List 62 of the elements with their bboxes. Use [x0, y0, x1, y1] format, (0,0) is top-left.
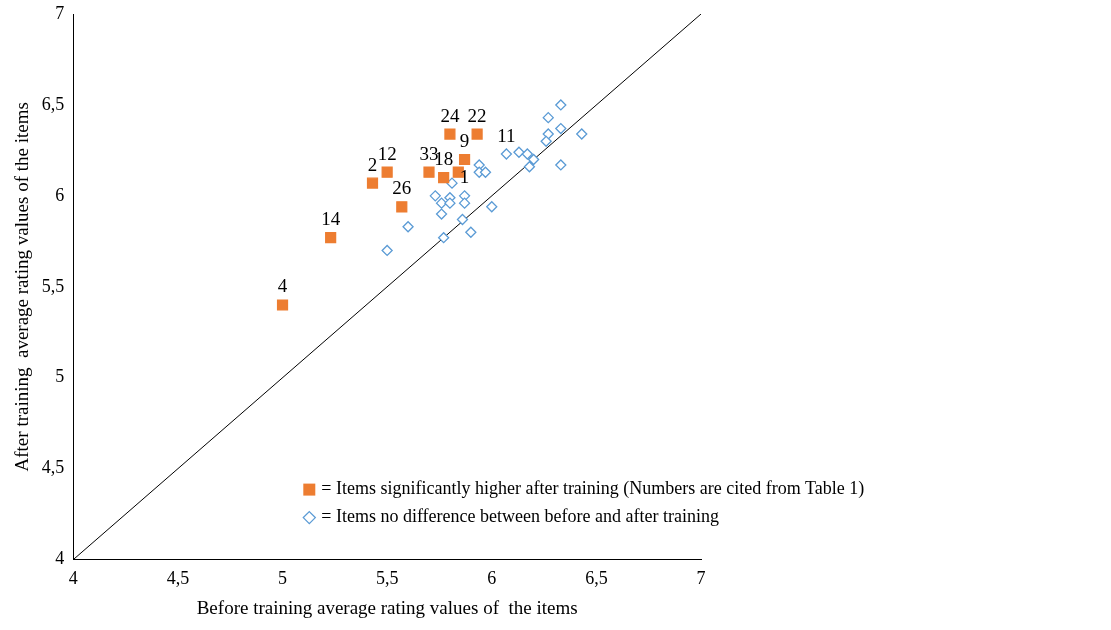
- point: [471, 128, 483, 140]
- y-tick-label: 7: [55, 2, 65, 23]
- annotation: 12: [377, 142, 397, 164]
- x-tick-label: 6,5: [585, 568, 608, 589]
- point: [429, 190, 441, 202]
- annotation: 26: [392, 177, 412, 199]
- point: [521, 148, 533, 160]
- point: [446, 177, 458, 189]
- y-tick-label: 5: [55, 366, 65, 387]
- legend-label: = Items significantly higher after training (Numbers are cited from Table 1): [321, 478, 865, 500]
- point: [479, 166, 492, 178]
- x-tick-label: 6: [487, 568, 497, 589]
- point: [276, 299, 289, 311]
- point: [325, 232, 337, 244]
- annotation: 1: [459, 166, 470, 188]
- annotation: 14: [321, 208, 341, 230]
- point: [423, 166, 435, 178]
- point: [438, 172, 450, 184]
- point: [381, 166, 393, 178]
- point: [576, 128, 588, 140]
- y-tick-label: 6: [55, 184, 65, 205]
- point: [555, 159, 567, 171]
- point: [437, 232, 450, 244]
- point: [542, 128, 554, 140]
- point: [527, 153, 540, 166]
- y-axis-title: After training average rating values of the items: [11, 102, 33, 472]
- x-tick-label: 5,5: [375, 568, 399, 589]
- point: [540, 135, 552, 147]
- y-tick-label: 4: [55, 548, 65, 569]
- x-tick-label: 5: [278, 568, 288, 589]
- annotation: 24: [440, 104, 460, 126]
- point: [513, 146, 525, 158]
- x-tick-label: 7: [696, 568, 706, 589]
- point: [458, 197, 471, 209]
- point: [456, 213, 469, 226]
- point: [444, 128, 456, 140]
- legend-label: = Items no difference between before and after training: [321, 506, 719, 527]
- y-tick-label: 4,5: [41, 457, 65, 478]
- x-axis-title: Before training average rating values of the items: [196, 596, 578, 618]
- y-tick-label: 6,5: [41, 93, 65, 114]
- point: [555, 122, 567, 135]
- point: [402, 221, 414, 233]
- annotation: 9: [459, 129, 470, 151]
- annotation: 4: [277, 275, 288, 297]
- annotation: 2: [367, 153, 378, 175]
- point: [435, 208, 448, 220]
- point: [555, 99, 567, 111]
- x-tick-label: 4,5: [166, 568, 190, 589]
- annotation: 11: [497, 124, 516, 146]
- point: [381, 244, 393, 257]
- annotation: 22: [467, 104, 487, 126]
- point: [444, 197, 456, 209]
- x-tick-label: 4: [68, 568, 78, 589]
- point: [458, 153, 471, 166]
- point: [465, 226, 477, 238]
- point: [500, 148, 513, 160]
- point: [523, 161, 536, 173]
- point: [486, 201, 498, 213]
- point: [366, 177, 379, 189]
- point: [542, 112, 554, 124]
- point: [396, 201, 408, 213]
- y-tick-label: 5,5: [41, 275, 65, 296]
